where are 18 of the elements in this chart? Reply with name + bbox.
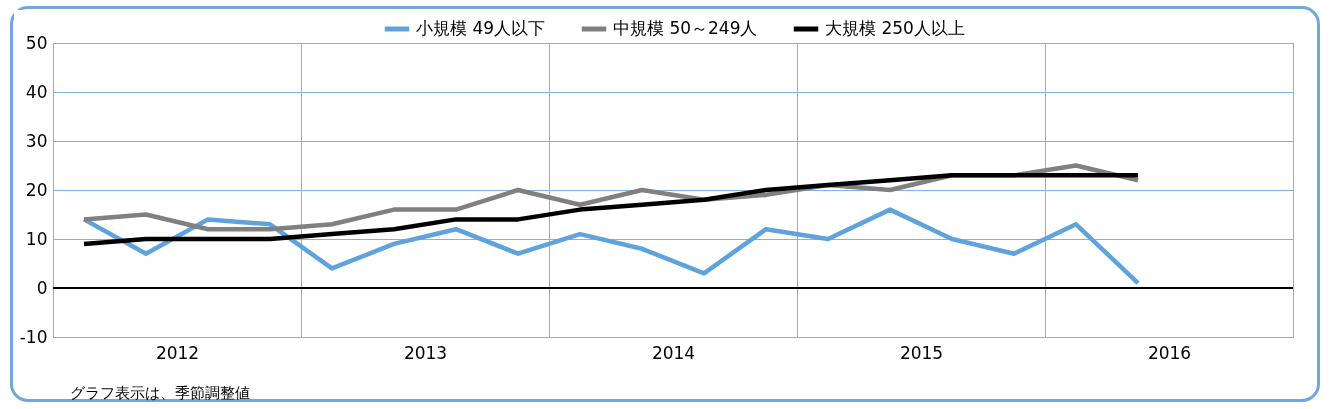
x-tick-label: 2014: [651, 342, 696, 363]
line-series: [81, 207, 1141, 286]
x-tick-label: 2015: [899, 342, 944, 363]
legend-label: 小規模 49人以下: [416, 18, 546, 38]
legend-label: 大規模 250人以上: [825, 18, 965, 38]
line-series: [81, 173, 1141, 247]
y-tick-label: 0: [36, 277, 48, 298]
x-tick-label: 2016: [1147, 342, 1192, 363]
y-tick-label: 30: [25, 130, 48, 151]
y-tick-label: 40: [25, 81, 48, 102]
x-tick-label: 2013: [403, 342, 448, 363]
y-tick-label: 20: [25, 179, 48, 200]
text: グラフ表示は、季節調整値: [70, 384, 250, 403]
y-tick-label: 10: [25, 228, 48, 249]
x-tick-label: 2012: [155, 342, 200, 363]
legend-label: 中規模 50～249人: [613, 18, 758, 38]
y-tick-label: 50: [25, 32, 48, 53]
y-tick-label: -10: [19, 326, 48, 347]
